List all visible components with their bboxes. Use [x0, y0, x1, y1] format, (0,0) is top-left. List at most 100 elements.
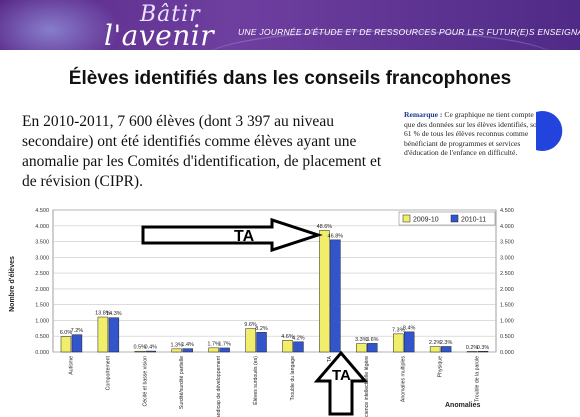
y-tick-label-right: 4.000: [500, 224, 514, 230]
bar: [145, 350, 157, 353]
data-label: 1.4%: [181, 342, 194, 348]
data-label: 48.6%: [317, 224, 333, 230]
arrow-right-label: TA: [234, 228, 255, 245]
bar-chart: 0.000 0.000 0.500 0.500 1.000 1.000 1.500 1.500…: [9, 208, 514, 417]
y-tick-label: 2.500: [35, 271, 49, 277]
bar: [429, 346, 441, 353]
pie-slice: [536, 111, 563, 151]
y-tick-label-right: 0.500: [500, 334, 514, 340]
arrow-up-shape: [313, 350, 369, 416]
bar: [392, 333, 404, 353]
data-label: 2.3%: [440, 340, 453, 346]
y-tick-label: 0.000: [35, 350, 49, 356]
data-label: 1.3%: [170, 342, 183, 348]
y-tick-label-right: 3.500: [500, 240, 514, 246]
data-label: 6.0%: [60, 330, 73, 336]
data-label: 3.6%: [366, 337, 379, 343]
data-label: 4.2%: [292, 335, 305, 341]
bar: [134, 350, 146, 353]
remark-note: Remarque : Ce graphique ne tient compte …: [404, 110, 544, 158]
legend: [398, 211, 496, 226]
x-tick-label: Handicap de développement: [216, 355, 222, 417]
y-tick-label-right: 2.000: [500, 287, 514, 293]
data-label: 7.3%: [392, 327, 405, 333]
remark-pie-icon: [536, 111, 563, 151]
banner-curve: [200, 30, 560, 50]
data-label: 0.5%: [134, 345, 147, 351]
bar: [466, 351, 478, 353]
bar: [171, 348, 182, 353]
y-tick-label-right: 1.500: [500, 303, 514, 309]
data-label: 0.2%: [466, 345, 479, 351]
bar: [440, 346, 452, 353]
bar: [245, 328, 256, 353]
brand-line-2: l'avenir: [104, 19, 215, 50]
y-tick-label: 1.500: [35, 303, 49, 309]
data-label: 7.2%: [71, 328, 84, 334]
x-tick-label: Déficience intellectuelle légère: [364, 356, 370, 417]
bar: [403, 331, 415, 353]
y-tick-label-right: 4.500: [500, 208, 514, 214]
y-tick-label: 4.500: [35, 208, 49, 214]
bar: [219, 347, 230, 353]
x-tick-label: Anomalies multiples: [401, 356, 407, 403]
data-label: 0.3%: [477, 345, 490, 351]
x-tick-label: Autisme: [68, 356, 74, 375]
x-tick-label: Physique: [438, 356, 444, 377]
bar: [293, 341, 304, 353]
y-tick-label: 3.500: [35, 240, 49, 246]
bar: [71, 334, 83, 353]
y-axis-label: Nombre d'élèves: [9, 256, 16, 312]
bar: [477, 351, 489, 353]
data-label: 46.8%: [328, 233, 344, 239]
x-tick-label: Cécité et basse vision: [142, 356, 148, 407]
x-tick-label: Élèves surdoués (es): [252, 356, 259, 405]
brand-line-1: Bâtir: [140, 2, 201, 27]
data-label: 13.8%: [95, 311, 111, 317]
intro-text: En 2010-2011, 7 600 élèves (dont 3 397 a…: [22, 113, 382, 190]
data-label: 4.6%: [281, 334, 294, 340]
y-tick-label-right: 1.000: [500, 318, 514, 324]
remark-label: Remarque :: [404, 110, 443, 119]
y-tick-label-right: 2.500: [500, 271, 514, 277]
data-label: 2.2%: [429, 340, 442, 346]
arrow-up-label: TA: [332, 367, 351, 384]
legend-swatch: [450, 214, 459, 223]
bar: [208, 347, 219, 353]
y-tick-label: 4.000: [35, 224, 49, 230]
bar: [97, 316, 109, 353]
bar: [367, 343, 378, 353]
arrow-right-shape: [141, 217, 323, 253]
arrow-right-icon: TA: [141, 217, 323, 253]
arrow-up-icon: TA: [313, 350, 369, 416]
bar: [60, 336, 72, 353]
data-label: 14.3%: [106, 311, 122, 317]
x-tick-label: Trouble de la parole: [475, 356, 481, 402]
bar: [356, 343, 367, 353]
banner-glow: [0, 0, 120, 50]
y-tick-label: 3.000: [35, 255, 49, 261]
bar: [182, 348, 193, 353]
bar: [256, 332, 267, 353]
slide-title: Élèves identifiés dans les conseils fran…: [68, 68, 512, 89]
y-tick-label-right: 3.000: [500, 255, 514, 261]
bar: [330, 239, 341, 353]
data-label: 1.7%: [207, 341, 220, 347]
header-tagline: UNE JOURNÉE D'ÉTUDE ET DE RESSOURCES POU…: [238, 27, 580, 37]
bar: [319, 230, 330, 353]
data-label: 8.4%: [403, 325, 416, 331]
bar: [282, 340, 293, 353]
data-label: 8.2%: [255, 326, 268, 332]
x-tick-label: Surdité/surdité partielle: [179, 356, 185, 409]
data-label: 1.7%: [218, 341, 231, 347]
bar: [108, 317, 120, 353]
legend-label: 2009-10: [413, 217, 439, 224]
legend-label: 2010-11: [461, 217, 486, 224]
legend-swatch: [402, 214, 411, 223]
x-tick-label: Trouble du langage: [290, 356, 296, 401]
y-tick-label: 2.000: [35, 287, 49, 293]
data-label: 0.4%: [145, 345, 158, 351]
y-tick-label-right: 0.000: [500, 350, 514, 356]
x-tick-label: TA: [327, 355, 333, 362]
data-label: 3.3%: [355, 337, 368, 343]
